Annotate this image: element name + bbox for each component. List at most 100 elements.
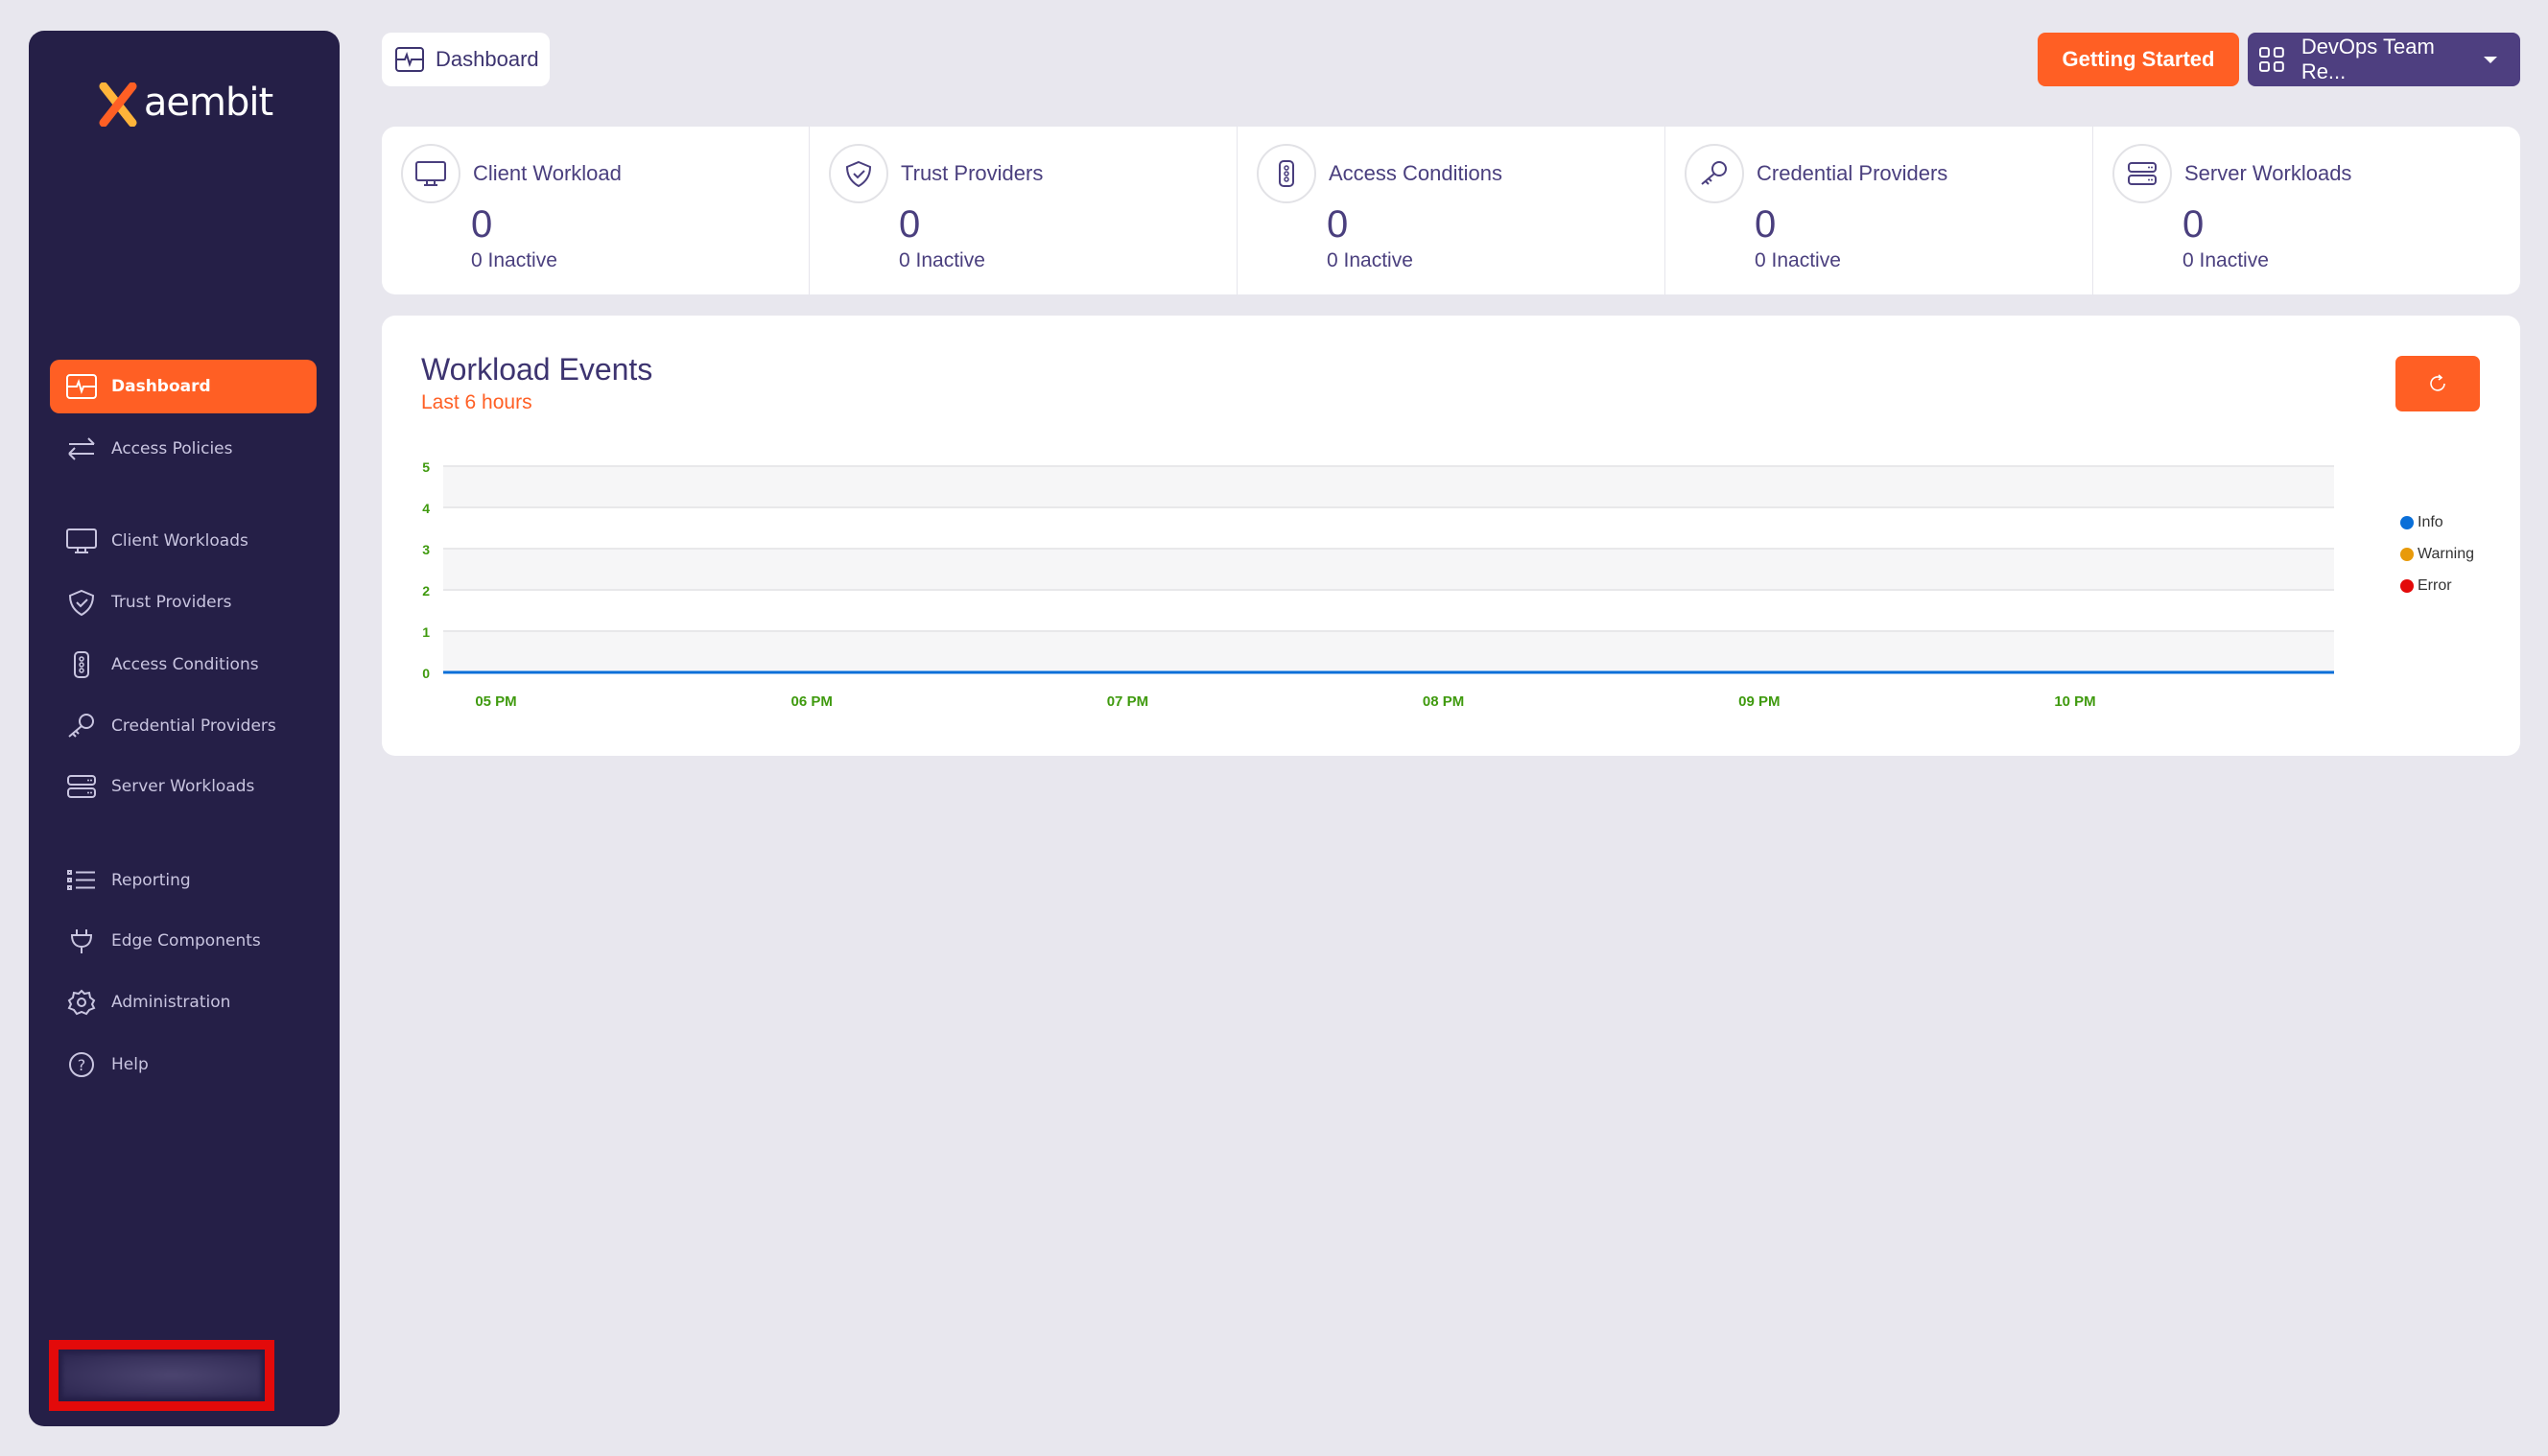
y-tick-label: 1: [422, 624, 430, 640]
grid-band: [443, 466, 2334, 507]
stat-server-workloads[interactable]: Server Workloads 0 0 Inactive: [2092, 127, 2520, 294]
sidebar-item-label: Edge Components: [111, 931, 261, 951]
user-account-redacted[interactable]: [49, 1340, 274, 1411]
stat-title: Server Workloads: [2184, 161, 2352, 185]
stat-credential-providers[interactable]: Credential Providers 0 0 Inactive: [1664, 127, 2092, 294]
sidebar-item-administration[interactable]: Administration: [50, 975, 317, 1029]
legend-label: Error: [2418, 577, 2452, 594]
refresh-icon: [2430, 374, 2445, 391]
list-icon: [65, 866, 98, 895]
stat-inactive: 0 Inactive: [2182, 249, 2269, 271]
sidebar-item-client-workloads[interactable]: Client Workloads: [50, 514, 317, 568]
stat-client-workload[interactable]: Client Workload 0 0 Inactive: [382, 127, 809, 294]
legend-dot-icon: [2400, 579, 2414, 593]
monitor-icon: [65, 527, 98, 555]
sidebar-item-label: Help: [111, 1055, 149, 1074]
dashboard-icon: [395, 47, 424, 72]
stat-title: Client Workload: [473, 161, 622, 185]
stat-count: 0: [1755, 203, 1777, 246]
grid-icon: [2259, 47, 2284, 72]
monitor-icon: [401, 144, 460, 203]
legend-label: Warning: [2418, 546, 2474, 562]
aembit-logo[interactable]: aembit: [29, 81, 340, 128]
team-selector[interactable]: DevOps Team Re...: [2248, 33, 2520, 86]
chevron-down-icon: [2484, 56, 2497, 63]
sidebar: aembit Dashboard Access Policies Client Wo…: [29, 31, 340, 1426]
grid-band: [443, 549, 2334, 590]
traffic-light-icon: [65, 650, 98, 679]
stat-count: 0: [899, 203, 921, 246]
chart-title: Workload Events: [421, 352, 653, 387]
legend-label: Info: [2418, 514, 2443, 530]
sidebar-item-server-workloads[interactable]: Server Workloads: [50, 760, 317, 813]
sidebar-item-credential-providers[interactable]: Credential Providers: [50, 699, 317, 753]
sidebar-item-label: Administration: [111, 993, 231, 1012]
key-icon: [1685, 144, 1744, 203]
stat-trust-providers[interactable]: Trust Providers 0 0 Inactive: [809, 127, 1237, 294]
traffic-light-icon: [1257, 144, 1316, 203]
sidebar-item-edge-components[interactable]: Edge Components: [50, 914, 317, 968]
stat-inactive: 0 Inactive: [1327, 249, 1413, 271]
stat-inactive: 0 Inactive: [899, 249, 985, 271]
legend-dot-icon: [2400, 548, 2414, 561]
y-tick-label: 2: [422, 583, 430, 599]
stat-count: 0: [1327, 203, 1349, 246]
x-tick-label: 08 PM: [1423, 693, 1464, 710]
stat-title: Access Conditions: [1329, 161, 1502, 185]
y-tick-label: 4: [422, 501, 430, 516]
y-tick-label: 0: [422, 666, 430, 681]
sidebar-item-reporting[interactable]: Reporting: [50, 854, 317, 907]
sidebar-item-label: Dashboard: [111, 377, 211, 396]
shield-icon: [65, 588, 98, 617]
sidebar-item-access-policies[interactable]: Access Policies: [50, 422, 317, 476]
svg-text:?: ?: [78, 1056, 86, 1074]
sidebar-item-access-conditions[interactable]: Access Conditions: [50, 638, 317, 692]
stats-card: Client Workload 0 0 Inactive Trust Provider…: [382, 127, 2520, 294]
legend-info[interactable]: Info: [2400, 514, 2443, 531]
server-icon: [65, 772, 98, 801]
shield-icon: [829, 144, 888, 203]
grid-band: [443, 631, 2334, 672]
arrows-icon: [65, 434, 98, 463]
breadcrumb[interactable]: Dashboard: [382, 33, 550, 86]
legend-dot-icon: [2400, 516, 2414, 529]
legend-warning[interactable]: Warning: [2400, 546, 2474, 563]
dashboard-icon: [65, 372, 98, 401]
stat-access-conditions[interactable]: Access Conditions 0 0 Inactive: [1237, 127, 1664, 294]
chart-subtitle: Last 6 hours: [421, 391, 532, 413]
sidebar-item-label: Client Workloads: [111, 531, 248, 551]
stat-count: 0: [471, 203, 493, 246]
workload-events-card: Workload Events Last 6 hours 0 1 2 3 4 5 05 PM…: [382, 316, 2520, 756]
refresh-button[interactable]: [2395, 356, 2480, 411]
help-icon: ?: [65, 1050, 98, 1079]
stat-inactive: 0 Inactive: [471, 249, 557, 271]
x-tick-label: 05 PM: [475, 693, 516, 710]
team-name: DevOps Team Re...: [2300, 35, 2435, 83]
logo-x-icon: [99, 82, 137, 128]
sidebar-item-label: Trust Providers: [111, 593, 232, 612]
stat-count: 0: [2182, 203, 2205, 246]
getting-started-button[interactable]: Getting Started: [2038, 33, 2239, 86]
key-icon: [65, 712, 98, 740]
sidebar-item-label: Credential Providers: [111, 716, 276, 736]
stat-title: Trust Providers: [901, 161, 1044, 185]
x-tick-label: 06 PM: [791, 693, 833, 710]
server-icon: [2112, 144, 2172, 203]
sidebar-item-dashboard[interactable]: Dashboard: [50, 360, 317, 413]
breadcrumb-label: Dashboard: [436, 47, 539, 71]
events-chart: 0 1 2 3 4 5 05 PM 06 PM 07 PM 08 PM 09 PM 10 PM: [422, 459, 2334, 710]
legend-error[interactable]: Error: [2400, 577, 2452, 595]
sidebar-item-label: Access Policies: [111, 439, 233, 458]
plug-icon: [65, 927, 98, 955]
sidebar-item-label: Reporting: [111, 871, 191, 890]
sidebar-item-trust-providers[interactable]: Trust Providers: [50, 575, 317, 629]
x-tick-label: 10 PM: [2054, 693, 2095, 710]
sidebar-item-help[interactable]: ? Help: [50, 1038, 317, 1092]
stat-inactive: 0 Inactive: [1755, 249, 1841, 271]
x-tick-label: 07 PM: [1107, 693, 1148, 710]
x-tick-label: 09 PM: [1738, 693, 1780, 710]
sidebar-item-label: Server Workloads: [111, 777, 255, 796]
logo-text: aembit: [143, 81, 273, 125]
stat-title: Credential Providers: [1757, 161, 1948, 185]
gear-icon: [65, 988, 98, 1017]
